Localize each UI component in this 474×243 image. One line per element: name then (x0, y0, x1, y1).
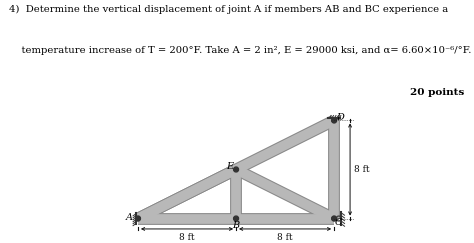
Circle shape (332, 118, 336, 122)
Text: 8 ft: 8 ft (277, 233, 293, 242)
Text: temperature increase of T = 200°F. Take A = 2 in², E = 29000 ksi, and α= 6.60×10: temperature increase of T = 200°F. Take … (9, 46, 472, 55)
Text: A: A (125, 213, 132, 222)
Text: 4)  Determine the vertical displacement of joint A if members AB and BC experien: 4) Determine the vertical displacement o… (9, 5, 449, 14)
Text: 8 ft: 8 ft (179, 233, 195, 242)
Circle shape (136, 216, 140, 221)
Circle shape (332, 118, 337, 123)
Text: E: E (226, 162, 233, 171)
Circle shape (332, 217, 336, 221)
Text: D: D (336, 113, 344, 122)
Circle shape (234, 216, 238, 221)
Text: 20 points: 20 points (410, 88, 465, 97)
Circle shape (136, 217, 140, 221)
Text: C: C (335, 218, 342, 227)
Circle shape (332, 216, 337, 221)
Text: 8 ft: 8 ft (355, 165, 370, 174)
Circle shape (234, 167, 238, 172)
Text: B: B (232, 221, 240, 230)
